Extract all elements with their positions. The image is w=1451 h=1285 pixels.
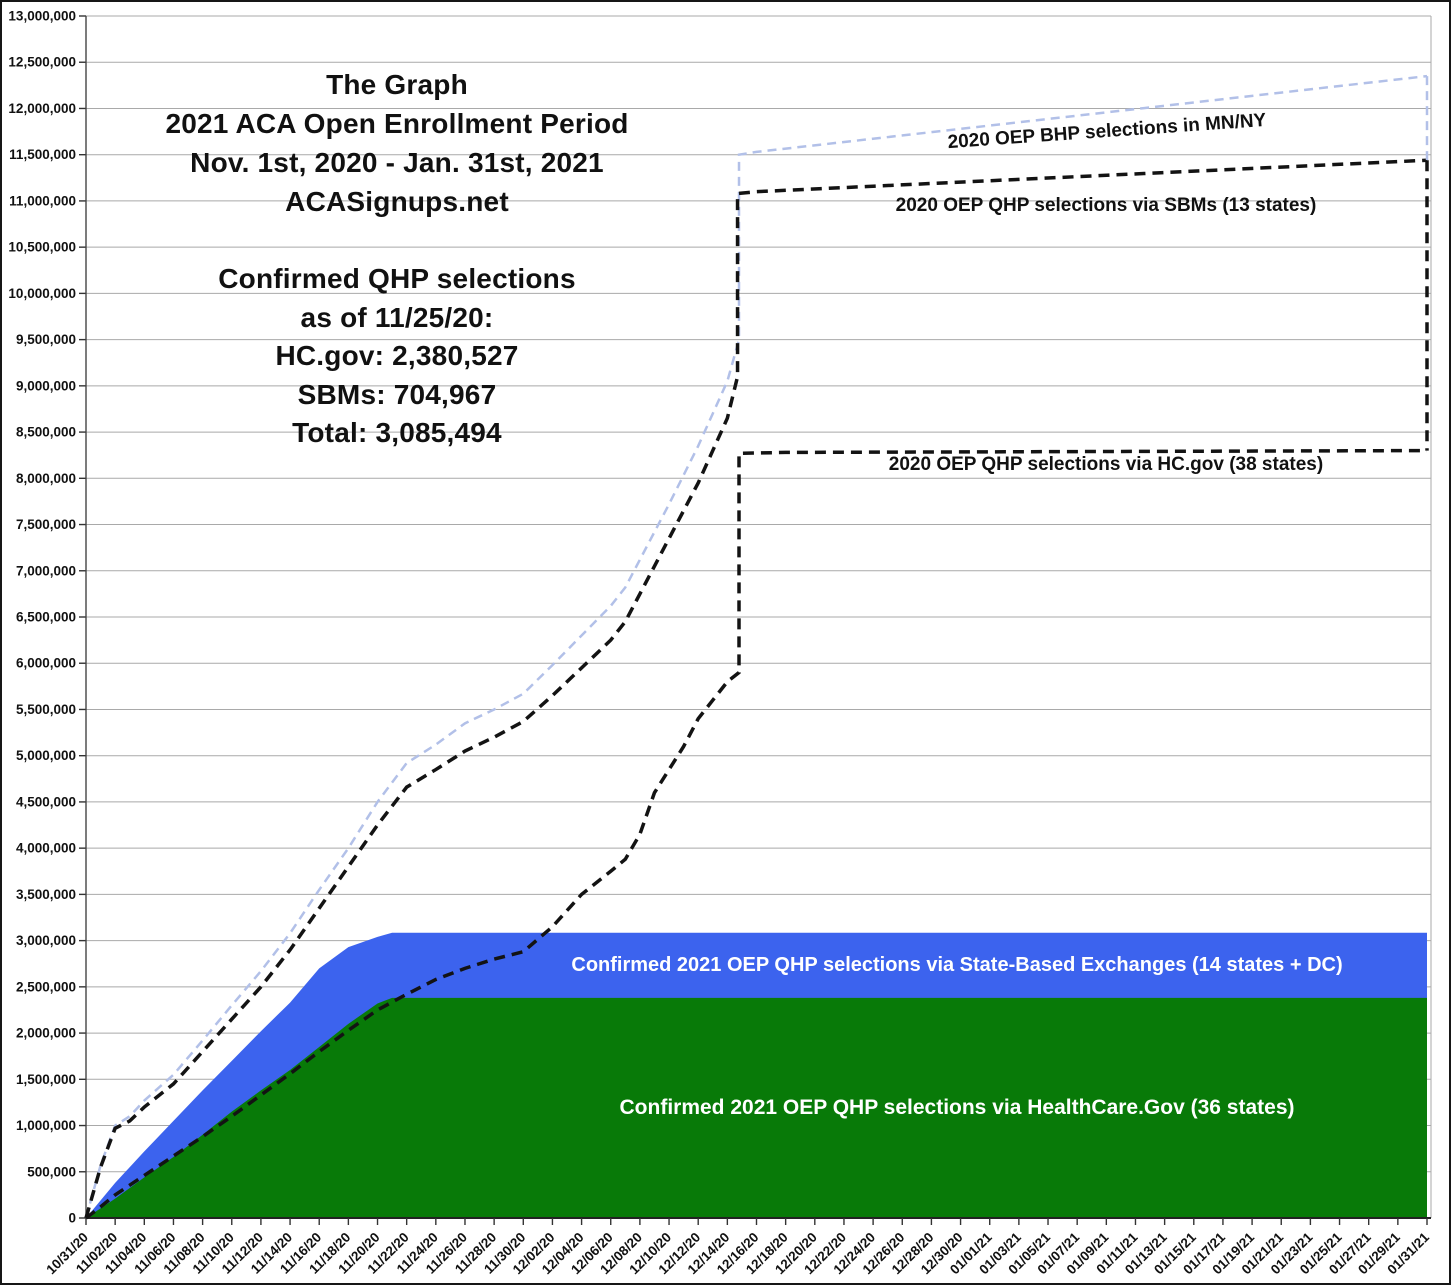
- line-sbm2020: [84, 158, 1428, 1219]
- area-label-sbm-2021: Confirmed 2021 OEP QHP selections via St…: [571, 954, 1343, 976]
- stats-line: SBMs: 704,967: [297, 378, 497, 410]
- y-tick-label: 10,500,000: [8, 240, 76, 255]
- y-tick-label: 8,500,000: [16, 425, 76, 440]
- chart-title-line: 2021 ACA Open Enrollment Period: [165, 108, 629, 139]
- chart-title-block: The Graph 2021 ACA Open Enrollment Perio…: [90, 65, 704, 221]
- y-tick-label: 12,000,000: [8, 101, 76, 116]
- y-tick-label: 12,500,000: [8, 55, 76, 70]
- y-tick-label: 9,500,000: [16, 332, 76, 347]
- y-tick-label: 6,000,000: [16, 656, 76, 671]
- y-tick-label: 0: [68, 1211, 76, 1226]
- series-label-sbm-2020: 2020 OEP QHP selections via SBMs (13 sta…: [895, 195, 1317, 216]
- stats-line: HC.gov: 2,380,527: [275, 340, 519, 371]
- y-tick-label: 13,000,000: [8, 9, 76, 24]
- stats-line: as of 11/25/20:: [300, 301, 494, 333]
- y-tick-label: 7,500,000: [16, 517, 76, 532]
- chart-title-line: ACASignups.net: [285, 186, 509, 217]
- stats-line: Confirmed QHP selections: [218, 263, 576, 294]
- y-tick-label: 5,000,000: [16, 748, 76, 763]
- y-tick-label: 7,000,000: [16, 563, 76, 578]
- y-tick-label: 2,000,000: [16, 1026, 76, 1041]
- y-tick-label: 4,000,000: [16, 841, 76, 856]
- y-tick-label: 6,500,000: [16, 610, 76, 625]
- stats-line: Total: 3,085,494: [292, 417, 502, 448]
- line-hcgov2020: [84, 448, 1428, 1220]
- y-tick-label: 5,500,000: [16, 702, 76, 717]
- y-tick-label: 11,000,000: [9, 193, 76, 208]
- y-tick-label: 1,000,000: [16, 1118, 76, 1133]
- y-tick-label: 11,500,000: [9, 147, 76, 162]
- y-tick-label: 3,500,000: [16, 887, 76, 902]
- y-tick-label: 500,000: [27, 1164, 76, 1179]
- series-label-hcgov-2020: 2020 OEP QHP selections via HC.gov (38 s…: [888, 454, 1324, 475]
- y-tick-label: 2,500,000: [16, 979, 76, 994]
- y-tick-label: 10,000,000: [8, 286, 76, 301]
- y-tick-label: 9,000,000: [16, 378, 76, 393]
- line-bhp2020: [84, 74, 1428, 1219]
- chart-title-line: The Graph: [326, 69, 468, 100]
- y-tick-label: 1,500,000: [16, 1072, 76, 1087]
- chart-title-line: Nov. 1st, 2020 - Jan. 31st, 2021: [190, 147, 604, 178]
- y-tick-label: 8,000,000: [16, 471, 76, 486]
- area-qhp2021_hcgov: [86, 997, 1427, 1218]
- chart-stats-block: Confirmed QHP selections as of 11/25/20:…: [90, 260, 704, 453]
- y-tick-label: 4,500,000: [16, 794, 76, 809]
- area-label-hcgov-2021: Confirmed 2021 OEP QHP selections via He…: [619, 1096, 1295, 1119]
- y-tick-label: 3,000,000: [16, 933, 76, 948]
